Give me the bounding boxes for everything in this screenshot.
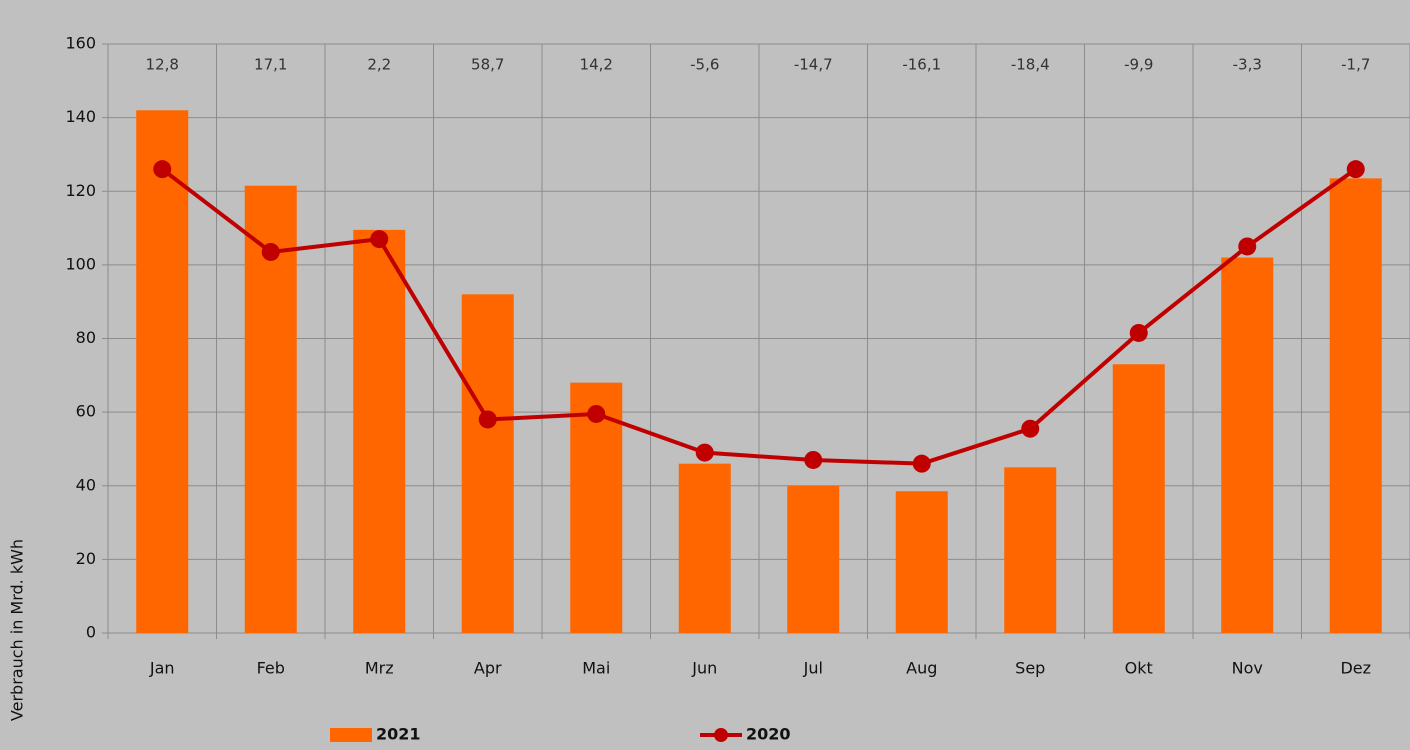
x-tick-label: Okt: [1125, 659, 1153, 678]
change-label: -1,7: [1341, 56, 1370, 74]
y-axis-label: Verbrauch in Mrd. kWh: [8, 539, 27, 721]
y-tick-label: 100: [65, 254, 96, 273]
marker: [1021, 419, 1040, 438]
bar: [678, 463, 731, 633]
marker: [1238, 237, 1257, 256]
y-tick-label: 140: [65, 107, 96, 126]
change-label: -9,9: [1124, 56, 1153, 74]
legend-swatch: [714, 728, 728, 742]
y-tick-label: 40: [76, 475, 96, 494]
legend-label: 2021: [376, 725, 421, 744]
bar: [136, 110, 189, 633]
marker: [912, 454, 931, 473]
y-tick-label: 0: [86, 623, 96, 642]
bar: [353, 229, 406, 633]
bar: [461, 294, 514, 633]
bar: [895, 491, 948, 633]
y-tick-label: 80: [76, 328, 96, 347]
bar: [787, 485, 840, 633]
change-label: 12,8: [146, 56, 179, 74]
change-label: -18,4: [1011, 56, 1050, 74]
bar: [570, 382, 623, 633]
change-label: -16,1: [902, 56, 941, 74]
change-label: -5,6: [690, 56, 719, 74]
bar: [1004, 467, 1057, 633]
bar: [1112, 364, 1165, 633]
x-tick-label: Sep: [1015, 659, 1045, 678]
change-label: 17,1: [254, 56, 287, 74]
marker: [587, 404, 606, 423]
x-tick-label: Jun: [691, 659, 717, 678]
change-label: 2,2: [367, 56, 391, 74]
x-tick-label: Mai: [582, 659, 610, 678]
y-tick-label: 60: [76, 402, 96, 421]
marker: [370, 230, 389, 249]
marker: [1346, 160, 1365, 179]
change-label: 58,7: [471, 56, 504, 74]
x-tick-label: Mrz: [365, 659, 394, 678]
marker: [1129, 323, 1148, 342]
marker: [261, 242, 280, 261]
x-tick-label: Aug: [906, 659, 937, 678]
x-tick-label: Jul: [803, 659, 823, 678]
x-tick-label: Jan: [149, 659, 175, 678]
x-tick-label: Nov: [1232, 659, 1263, 678]
change-label: -3,3: [1233, 56, 1262, 74]
marker: [804, 450, 823, 469]
change-label: -14,7: [794, 56, 833, 74]
bar: [1329, 178, 1382, 633]
bar: [1221, 257, 1274, 633]
marker: [478, 410, 497, 429]
x-tick-label: Dez: [1340, 659, 1371, 678]
change-label: 14,2: [580, 56, 613, 74]
marker: [695, 443, 714, 462]
legend-label: 2020: [746, 725, 791, 744]
y-tick-label: 120: [65, 181, 96, 200]
legend-swatch: [330, 728, 372, 742]
y-tick-label: 20: [76, 549, 96, 568]
x-tick-label: Apr: [474, 659, 502, 678]
y-tick-label: 160: [65, 34, 96, 53]
marker: [153, 160, 172, 179]
line: [161, 167, 1357, 466]
x-tick-label: Feb: [257, 659, 285, 678]
